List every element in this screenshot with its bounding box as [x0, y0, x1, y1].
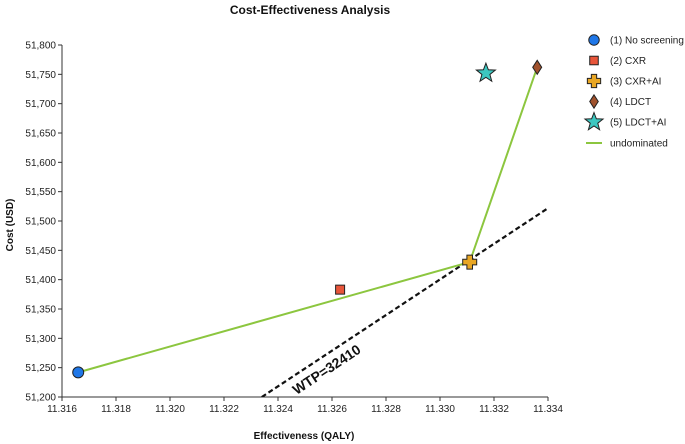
legend-label-1: (1) No screening — [610, 36, 684, 47]
legend-marker-4 — [589, 93, 599, 110]
x-tick-label: 11.328 — [371, 404, 401, 415]
plot-area: WTP=32410 — [72, 59, 548, 398]
y-tick-label: 51,700 — [25, 99, 56, 110]
legend-marker-2 — [589, 55, 599, 66]
point-2 — [335, 284, 346, 295]
y-tick-label: 51,350 — [25, 305, 56, 316]
legend-marker-3 — [586, 73, 602, 89]
legend-label-5: (5) LDCT+AI — [610, 118, 666, 129]
undominated-frontier-line — [77, 66, 539, 374]
legend-marker-1 — [588, 34, 600, 46]
y-tick-label: 51,300 — [25, 334, 56, 345]
x-tick-label: 11.334 — [533, 404, 563, 415]
axes — [61, 45, 548, 398]
y-tick-label: 51,500 — [25, 217, 56, 228]
y-tick-label: 51,250 — [25, 363, 56, 374]
point-1 — [72, 366, 85, 379]
x-tick-label: 11.320 — [155, 404, 185, 415]
legend-marker-5 — [583, 111, 605, 131]
legend-label-2: (2) CXR — [610, 56, 646, 67]
y-tick-label: 51,600 — [25, 158, 56, 169]
chart-title: Cost-Effectiveness Analysis — [230, 3, 391, 17]
x-tick-label: 11.330 — [425, 404, 455, 415]
x-axis-label: Effectiveness (QALY) — [254, 431, 355, 442]
y-tick-label: 51,400 — [25, 275, 56, 286]
y-tick-label: 51,800 — [25, 41, 56, 52]
wtp-label: WTP=32410 — [289, 341, 363, 398]
x-tick-label: 11.332 — [479, 404, 509, 415]
legend: (1) No screening (2) CXR (3) CXR+AI (4) LDC… — [583, 34, 684, 150]
legend-label-undominated: undominated — [610, 139, 668, 150]
y-tick-label: 51,650 — [25, 129, 56, 140]
point-3 — [462, 254, 478, 270]
x-tick-label: 11.318 — [101, 404, 131, 415]
x-tick-label: 11.324 — [263, 404, 293, 415]
y-tick-label: 51,450 — [25, 246, 56, 257]
y-tick-label: 51,550 — [25, 187, 56, 198]
x-tick-label: 11.316 — [47, 404, 77, 415]
x-tick-label: 11.322 — [209, 404, 239, 415]
wtp-line — [261, 206, 548, 397]
y-axis-ticks: 51,200 51,250 51,300 51,350 51,400 51,450 51,5… — [25, 41, 62, 404]
point-4 — [532, 59, 543, 76]
y-tick-label: 51,200 — [25, 393, 56, 404]
y-tick-label: 51,750 — [25, 70, 56, 81]
point-5 — [475, 61, 497, 83]
y-axis-label: Cost (USD) — [5, 199, 16, 252]
x-axis-ticks: 11.316 11.318 11.320 11.322 11.324 11.326 11.3… — [47, 397, 563, 415]
legend-label-4: (4) LDCT — [610, 97, 651, 108]
legend-label-3: (3) CXR+AI — [610, 77, 661, 88]
x-tick-label: 11.326 — [317, 404, 347, 415]
